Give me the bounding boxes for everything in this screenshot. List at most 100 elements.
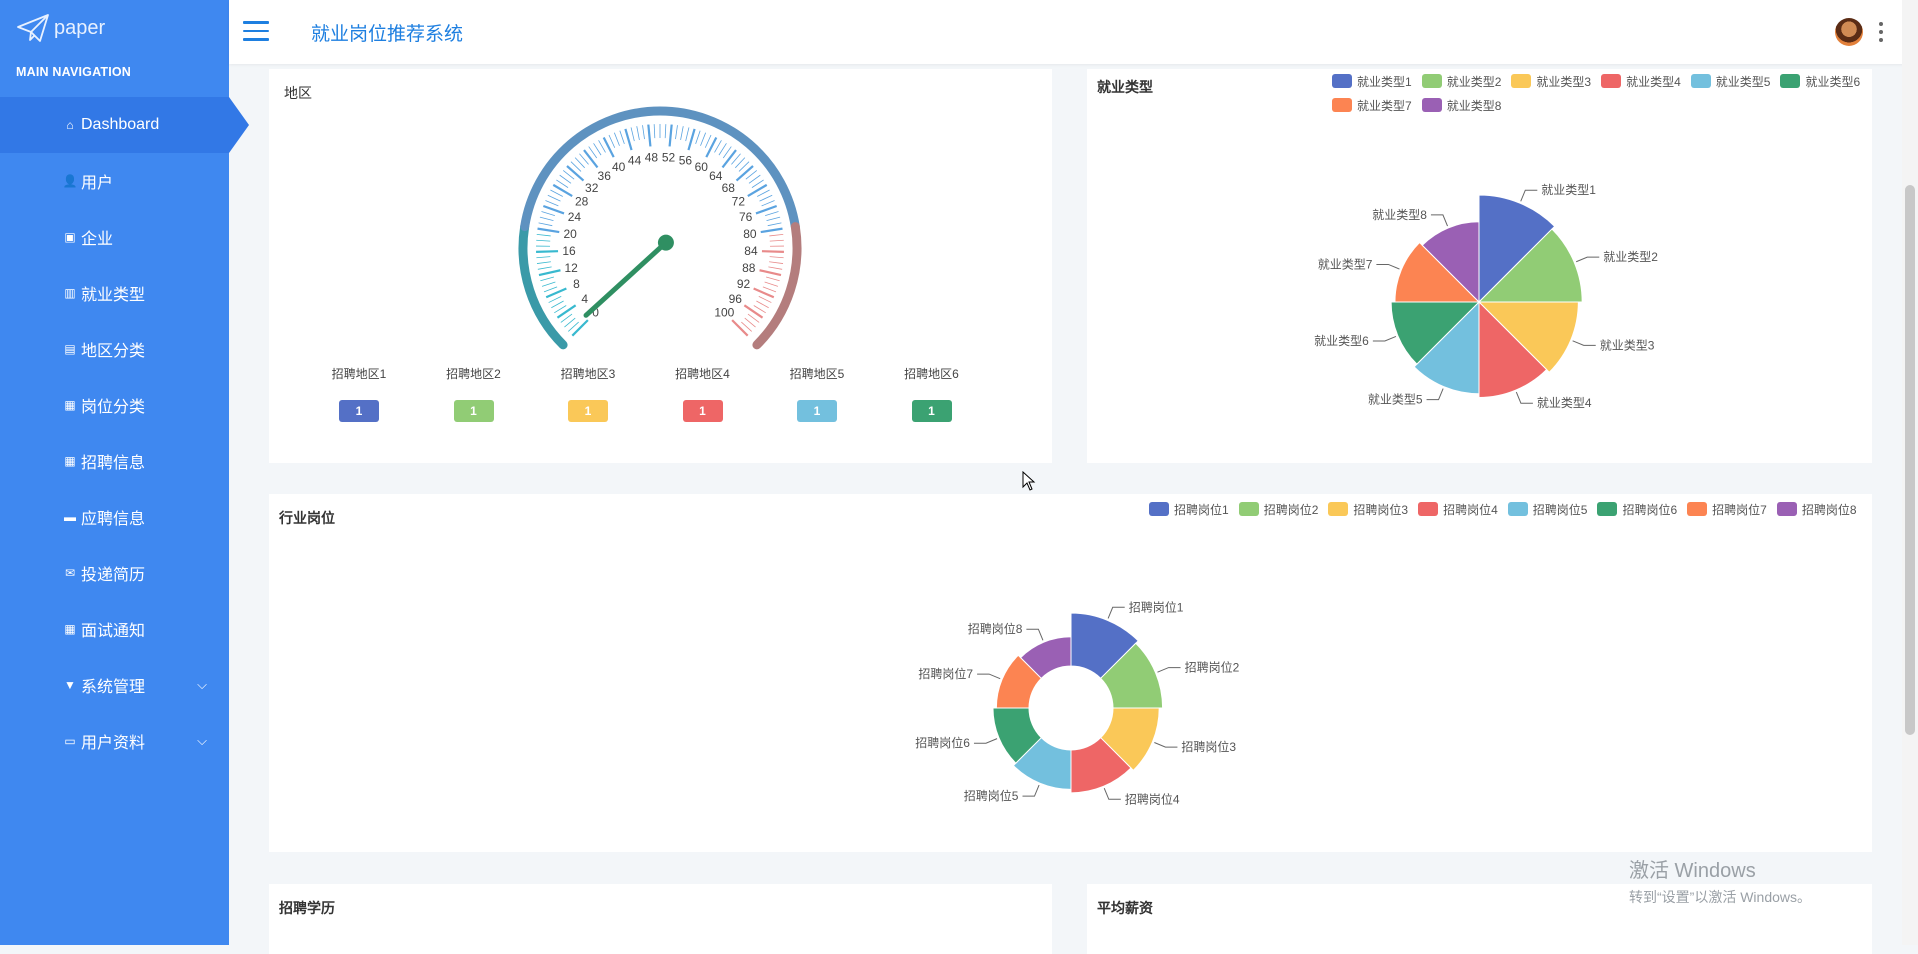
region-item: 招聘地区5 1 — [767, 365, 867, 422]
chevron-down-icon: ⌵ — [197, 733, 207, 749]
gauge-minor-tick — [536, 257, 550, 258]
watermark-line2: 转到“设置”以激活 Windows。 — [1629, 887, 1811, 907]
gauge-minor-tick — [757, 190, 769, 197]
app-title: 就业岗位推荐系统 — [311, 19, 463, 46]
gauge-minor-tick — [756, 301, 768, 308]
chevron-down-icon: ⌵ — [197, 677, 207, 693]
avatar[interactable] — [1835, 18, 1863, 46]
pie-label-line — [1373, 336, 1396, 341]
page-scrollbar[interactable] — [1902, 0, 1918, 945]
sidebar-item-8[interactable]: ▬应聘信息 — [0, 489, 229, 545]
gauge-minor-tick — [541, 212, 554, 216]
sidebar-item-6[interactable]: ▦岗位分类 — [0, 377, 229, 433]
gauge-minor-tick — [735, 158, 745, 168]
gauge-tick-label: 28 — [575, 195, 589, 209]
gauge-major-tick — [536, 251, 558, 252]
sidebar-item-10[interactable]: ▦面试通知 — [0, 601, 229, 657]
region-name: 招聘地区1 — [309, 365, 409, 382]
gauge-minor-tick — [686, 127, 689, 141]
sidebar-item-1[interactable]: ⌂Dashboard — [0, 97, 229, 153]
gauge-tick-label: 100 — [714, 305, 734, 319]
gauge-minor-tick — [545, 201, 558, 206]
pie-slice-label: 招聘岗位5 — [964, 788, 1019, 803]
top-header: 就业岗位推荐系统 — [229, 0, 1918, 64]
brand-name: paper — [54, 17, 105, 40]
gauge-tick-label: 12 — [565, 261, 579, 275]
pie-label-line — [1022, 785, 1039, 796]
region-value-badge: 1 — [339, 400, 379, 422]
gauge-minor-tick — [643, 125, 645, 139]
gauge-minor-tick — [551, 301, 563, 308]
gauge-major-tick — [670, 125, 672, 147]
gauge-minor-tick — [696, 131, 701, 144]
region-name: 招聘地区6 — [882, 365, 982, 382]
sidebar-item-12[interactable]: ▭用户资料⌵ — [0, 713, 229, 769]
gauge-major-tick — [732, 320, 748, 336]
pie-slice-label: 就业类型8 — [1372, 208, 1427, 222]
pie-label-line — [1108, 607, 1125, 618]
pie-slice-label: 就业类型7 — [1318, 257, 1373, 271]
gauge-minor-tick — [599, 140, 606, 152]
sidebar-item-4[interactable]: ▥就业类型 — [0, 265, 229, 321]
sidebar-item-label: 企业 — [81, 225, 113, 249]
gauge-minor-tick — [769, 234, 783, 236]
gauge-minor-tick — [665, 124, 666, 138]
gauge-minor-tick — [614, 133, 619, 146]
gauge-minor-tick — [637, 126, 640, 140]
pie-label-line — [1157, 668, 1180, 673]
sidebar: paper MAIN NAVIGATION ⌂Dashboard👤用户▣企业▥就… — [0, 0, 229, 945]
gauge-pointer — [586, 243, 666, 316]
sidebar-item-5[interactable]: ▤地区分类 — [0, 321, 229, 377]
sidebar-item-3[interactable]: ▣企业 — [0, 209, 229, 265]
pie-slice-label: 招聘岗位6 — [915, 735, 970, 750]
gauge-major-tick — [604, 138, 614, 158]
gauge-major-tick — [572, 320, 588, 336]
gauge-minor-tick — [768, 223, 782, 226]
pie-slice-label: 招聘岗位2 — [1185, 660, 1240, 675]
region-value-badge: 1 — [797, 400, 837, 422]
scrollbar-thumb[interactable] — [1905, 185, 1915, 735]
pie-label-line — [1521, 190, 1538, 201]
sidebar-item-7[interactable]: ▦招聘信息 — [0, 433, 229, 489]
sidebar-item-label: 系统管理 — [81, 673, 145, 697]
sidebar-item-9[interactable]: ✉投递简历 — [0, 545, 229, 601]
pie-slice-label: 就业类型5 — [1368, 393, 1423, 407]
brand-logo[interactable]: paper — [16, 10, 105, 46]
sidebar-item-2[interactable]: 👤用户 — [0, 153, 229, 209]
gauge-minor-tick — [548, 195, 561, 201]
gauge-major-tick — [567, 166, 584, 181]
education-card: 招聘学历 — [269, 884, 1052, 954]
sidebar-item-11[interactable]: ▼系统管理⌵ — [0, 657, 229, 713]
salary-card-title: 平均薪资 — [1097, 898, 1153, 918]
gauge-tick-label: 8 — [573, 277, 580, 291]
gauge-tick-label: 40 — [612, 160, 626, 174]
gauge-minor-tick — [769, 262, 783, 264]
gauge-major-tick — [706, 138, 716, 158]
region-value-badge: 1 — [683, 400, 723, 422]
pie-slice-label: 招聘岗位1 — [1129, 599, 1184, 614]
gauge-minor-tick — [609, 135, 615, 148]
clipboard-icon: ▣ — [62, 230, 78, 244]
gauge-minor-tick — [745, 318, 756, 327]
region-name: 招聘地区5 — [767, 365, 867, 382]
gauge-tick-label: 72 — [732, 195, 746, 209]
gauge-major-tick — [688, 129, 694, 150]
gauge-major-tick — [748, 185, 767, 196]
sidebar-item-label: 用户 — [81, 169, 113, 193]
sidebar-item-label: 地区分类 — [81, 337, 145, 361]
region-value-badge: 1 — [568, 400, 608, 422]
gauge-tick-label: 84 — [744, 244, 758, 258]
menu-toggle-icon[interactable] — [243, 21, 269, 41]
paper-plane-icon — [16, 13, 50, 43]
gauge-major-tick — [760, 270, 781, 275]
pie-slice-label: 就业类型3 — [1600, 338, 1655, 352]
gauge-minor-tick — [681, 126, 684, 140]
sidebar-item-label: 应聘信息 — [81, 505, 145, 529]
gauge-tick-label: 68 — [722, 181, 736, 195]
pie-label-line — [974, 739, 997, 744]
gauge-tick-label: 24 — [568, 210, 582, 224]
education-card-title: 招聘学历 — [279, 898, 335, 918]
region-name: 招聘地区3 — [538, 365, 638, 382]
more-options-icon[interactable] — [1879, 22, 1883, 46]
